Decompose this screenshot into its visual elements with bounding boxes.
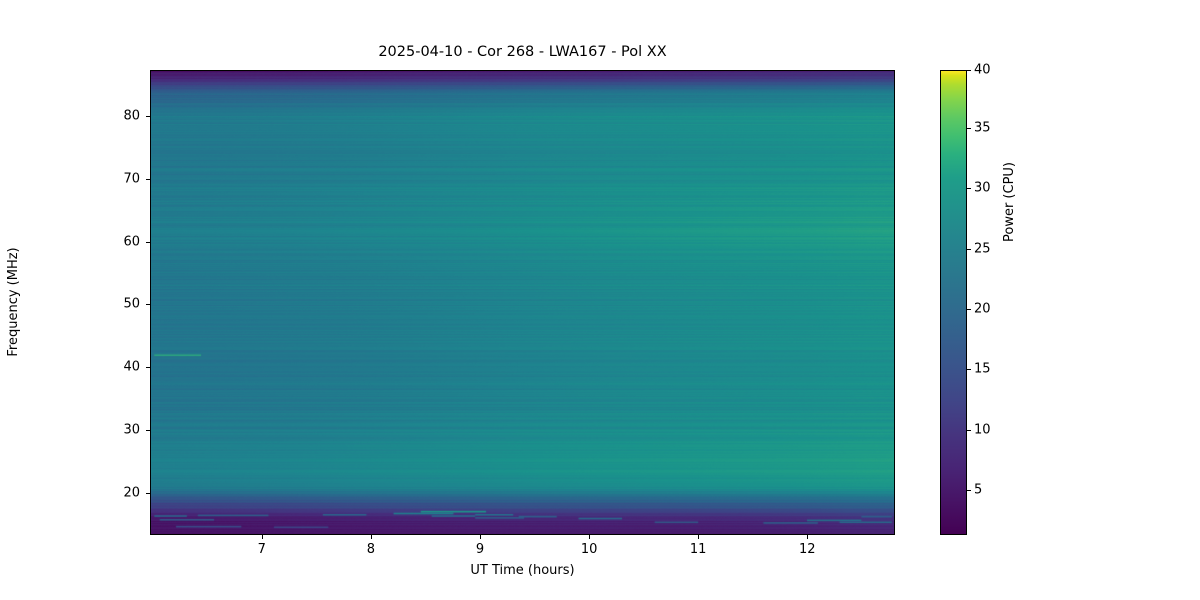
page-title: 2025-04-10 - Cor 268 - LWA167 - Pol XX <box>378 44 667 60</box>
x-axis-label: UT Time (hours) <box>470 563 575 578</box>
x-tick-label: 7 <box>257 542 266 557</box>
colorbar-tick-label: 40 <box>974 62 991 78</box>
spectrogram-axes[interactable] <box>150 70 895 535</box>
colorbar-tick-mark <box>967 127 971 129</box>
colorbar-label: Power (CPU) <box>1002 162 1017 243</box>
spectrogram-canvas <box>151 71 894 534</box>
colorbar-tick-mark <box>967 429 971 431</box>
x-tick-label: 10 <box>580 542 598 557</box>
colorbar-tick-mark <box>967 70 971 71</box>
y-tick-mark <box>146 178 150 180</box>
y-tick-label: 60 <box>123 234 140 249</box>
y-tick-label: 50 <box>123 296 140 312</box>
y-axis-label: Frequency (MHz) <box>6 247 21 357</box>
colorbar-tick-mark <box>967 369 971 371</box>
x-tick-mark <box>807 535 809 539</box>
colorbar[interactable] <box>940 70 967 535</box>
y-tick-label: 70 <box>123 171 140 187</box>
colorbar-tick-label: 15 <box>974 361 991 377</box>
x-tick-mark <box>261 535 263 539</box>
y-tick-mark <box>146 430 150 431</box>
x-tick-label: 8 <box>366 542 376 557</box>
colorbar-tick-mark <box>967 309 971 310</box>
x-tick-mark <box>698 535 700 539</box>
colorbar-tick-label: 30 <box>974 180 991 196</box>
y-tick-label: 40 <box>123 359 140 375</box>
x-tick-mark <box>480 535 481 539</box>
x-tick-label: 12 <box>799 542 816 557</box>
y-tick-mark <box>146 367 150 369</box>
colorbar-tick-mark <box>967 490 971 491</box>
colorbar-tick-label: 5 <box>974 482 983 498</box>
x-tick-mark <box>589 535 591 539</box>
colorbar-tick-mark <box>967 248 971 250</box>
colorbar-tick-mark <box>967 188 971 190</box>
x-tick-mark <box>370 535 372 539</box>
x-tick-label: 11 <box>689 542 707 557</box>
y-tick-mark <box>146 492 150 494</box>
x-tick-label: 9 <box>475 542 485 557</box>
colorbar-tick-label: 20 <box>974 301 991 317</box>
colorbar-tick-label: 25 <box>974 241 991 257</box>
colorbar-tick-label: 35 <box>974 120 991 136</box>
colorbar-tick-label: 10 <box>974 422 991 438</box>
y-tick-mark <box>146 241 150 243</box>
y-tick-label: 20 <box>123 485 140 501</box>
y-tick-label: 30 <box>123 422 140 438</box>
spectrogram-image <box>151 71 894 534</box>
y-tick-mark <box>146 304 150 306</box>
y-tick-label: 80 <box>123 108 140 124</box>
y-tick-mark <box>146 115 150 117</box>
